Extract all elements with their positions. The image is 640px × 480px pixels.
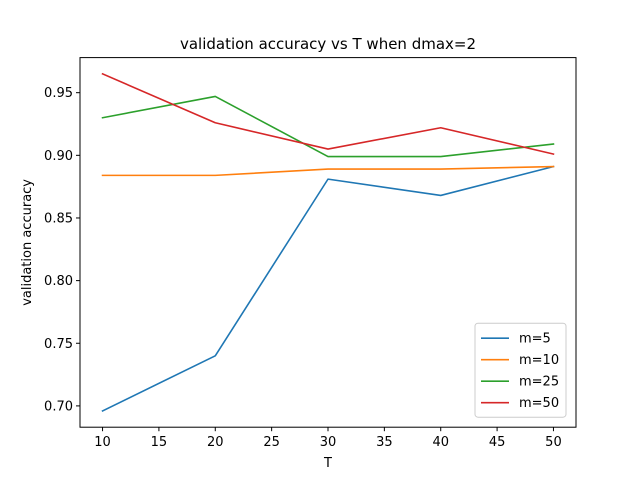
legend-box	[474, 322, 567, 418]
series-line-m-5	[101, 165, 555, 412]
x-tick-label: 50	[545, 435, 562, 450]
x-tick-label: 15	[151, 435, 168, 450]
y-tick-label: 0.90	[44, 149, 73, 164]
x-tick-label: 45	[489, 435, 506, 450]
chart-title: validation accuracy vs T when dmax=2	[180, 35, 476, 53]
legend-label: m=25	[519, 375, 559, 390]
legend-label: m=50	[519, 396, 559, 411]
x-axis: 10 15 20 25 30 35 40 45 50	[94, 427, 562, 450]
x-tick-label: 30	[320, 435, 337, 450]
x-axis-label: T	[323, 456, 332, 471]
y-tick-label: 0.80	[44, 274, 73, 289]
y-tick-label: 0.85	[44, 211, 73, 226]
legend-label: m=10	[519, 353, 559, 368]
x-tick-label: 40	[432, 435, 449, 450]
x-tick-label: 35	[376, 435, 393, 450]
y-axis: 0.70 0.75 0.80 0.85 0.90 0.95	[44, 86, 80, 414]
plot-lines	[101, 72, 555, 412]
series-line-m-50	[101, 72, 555, 156]
y-axis-label: validation accuracy	[20, 179, 35, 306]
x-tick-label: 25	[263, 435, 280, 450]
series-line-m-25	[101, 95, 555, 158]
legend-label: m=5	[519, 332, 551, 347]
y-tick-label: 0.95	[44, 86, 73, 101]
legend: m=5 m=10 m=25 m=50	[474, 322, 567, 418]
series-line-m-10	[101, 165, 555, 177]
x-tick-label: 20	[207, 435, 224, 450]
y-tick-label: 0.75	[44, 337, 73, 352]
y-tick-label: 0.70	[44, 399, 73, 414]
x-tick-label: 10	[94, 435, 111, 450]
